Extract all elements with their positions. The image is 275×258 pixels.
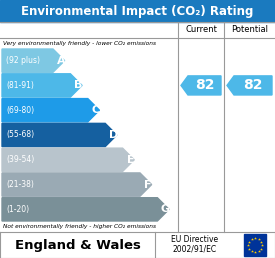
- Text: EU Directive: EU Directive: [171, 236, 219, 245]
- Polygon shape: [2, 148, 134, 171]
- Polygon shape: [181, 76, 221, 95]
- Bar: [244, 234, 266, 256]
- Text: C: C: [92, 105, 100, 115]
- Polygon shape: [2, 99, 100, 122]
- Text: Current: Current: [185, 26, 217, 35]
- Polygon shape: [2, 173, 152, 196]
- Text: (81-91): (81-91): [6, 81, 34, 90]
- Text: G: G: [161, 204, 170, 214]
- Polygon shape: [2, 74, 82, 97]
- Bar: [0, 232, 275, 258]
- Text: (1-20): (1-20): [6, 205, 29, 214]
- Text: (55-68): (55-68): [6, 131, 34, 140]
- Polygon shape: [227, 76, 272, 95]
- Polygon shape: [2, 123, 117, 147]
- Polygon shape: [2, 49, 65, 72]
- Polygon shape: [2, 198, 169, 221]
- Text: 2002/91/EC: 2002/91/EC: [173, 245, 217, 254]
- Text: D: D: [109, 130, 118, 140]
- Text: Very environmentally friendly - lower CO₂ emissions: Very environmentally friendly - lower CO…: [3, 41, 156, 46]
- Text: Not environmentally friendly - higher CO₂ emissions: Not environmentally friendly - higher CO…: [3, 224, 156, 229]
- Text: Environmental Impact (CO₂) Rating: Environmental Impact (CO₂) Rating: [21, 4, 254, 18]
- Text: (69-80): (69-80): [6, 106, 34, 115]
- Text: E: E: [127, 155, 134, 165]
- Text: Potential: Potential: [231, 26, 268, 35]
- Text: England & Wales: England & Wales: [15, 238, 141, 252]
- Text: 82: 82: [243, 78, 263, 92]
- Bar: [0, 0, 275, 22]
- Text: A: A: [57, 56, 65, 66]
- Text: F: F: [144, 180, 152, 190]
- Text: (92 plus): (92 plus): [6, 56, 40, 65]
- Text: (21-38): (21-38): [6, 180, 34, 189]
- Text: (39-54): (39-54): [6, 155, 34, 164]
- Text: 82: 82: [195, 78, 214, 92]
- Text: B: B: [74, 80, 83, 90]
